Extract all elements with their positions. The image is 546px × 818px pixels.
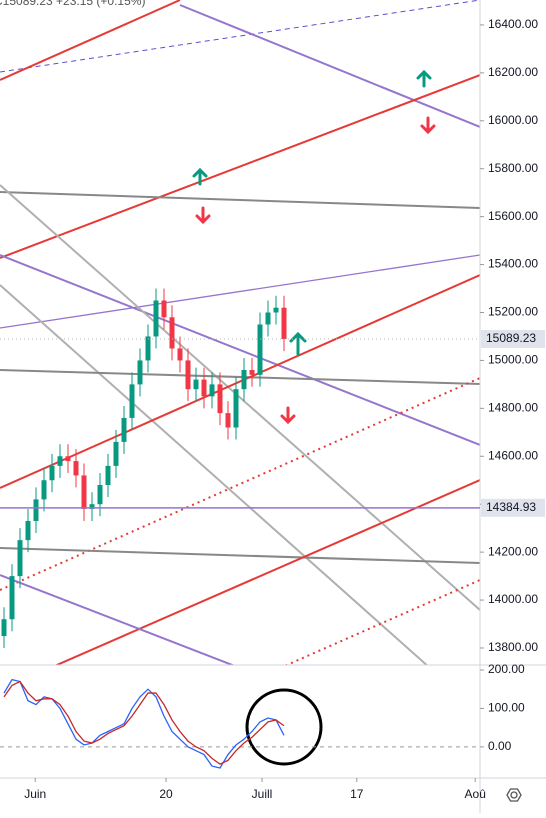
y-tick-label: 15000.00 — [488, 353, 538, 367]
arrows — [192, 69, 436, 425]
y-tick-label: 15400.00 — [488, 257, 538, 271]
price-tag — [481, 498, 545, 517]
price-tag-label: 14384.93 — [486, 500, 536, 514]
trend-line — [0, 547, 480, 564]
candle-body — [17, 540, 23, 577]
candle-body — [241, 370, 247, 390]
last-price-label: 15089.23 — [486, 331, 536, 345]
candle-body — [25, 520, 31, 541]
candle-body — [81, 475, 87, 509]
trend-line — [0, 254, 480, 446]
candle-body — [257, 324, 263, 375]
trend-line — [0, 74, 480, 259]
candle-body — [73, 461, 79, 476]
candle-body — [193, 379, 199, 390]
annotation-circle — [245, 688, 323, 766]
trend-line — [54, 479, 480, 665]
candle-body — [185, 360, 191, 390]
candle-body — [97, 485, 103, 505]
x-tick-label: Aoû — [465, 787, 486, 801]
y-tick-label: 16200.00 — [488, 65, 538, 79]
candle-body — [41, 480, 47, 500]
arrow-up — [416, 69, 432, 88]
y-tick-label: 16000.00 — [488, 113, 538, 127]
y-tick-label: 14200.00 — [488, 544, 538, 558]
candles — [1, 288, 287, 648]
trend-line — [0, 284, 429, 665]
candle-body — [169, 317, 175, 349]
trend-line — [0, 377, 480, 591]
candle-body — [129, 384, 135, 418]
trend-line — [0, 191, 480, 209]
candle-body — [201, 379, 207, 397]
candle-body — [249, 370, 255, 375]
candle-body — [65, 456, 71, 462]
trend-line — [0, 184, 480, 611]
trend-line — [0, 369, 480, 385]
legend-text: C15089.23 +23.15 (+0.15%) — [0, 0, 145, 8]
arrow-down — [195, 206, 211, 225]
y-tick-label: 14800.00 — [488, 401, 538, 415]
trend-line — [0, 274, 480, 489]
y-tick-label: 0.00 — [488, 739, 512, 753]
y-tick-label: 15600.00 — [488, 209, 538, 223]
candle-body — [153, 300, 159, 337]
candle-body — [33, 499, 39, 521]
trend-line — [0, 0, 181, 81]
y-tick-label: 14000.00 — [488, 592, 538, 606]
arrow-down — [420, 116, 436, 135]
y-tick-label: 16400.00 — [488, 17, 538, 31]
candle-body — [121, 417, 127, 442]
candle-body — [217, 384, 223, 414]
trend-line — [0, 574, 236, 665]
y-tick-label: 14600.00 — [488, 448, 538, 462]
candle-body — [113, 441, 119, 466]
y-tick-label: 13800.00 — [488, 640, 538, 654]
trend-line — [0, 254, 480, 329]
y-tick-label: 200.00 — [488, 662, 525, 676]
y-tick-label: 15800.00 — [488, 161, 538, 175]
candle-body — [161, 300, 167, 318]
candle-body — [225, 413, 231, 428]
x-tick-label: 17 — [350, 787, 364, 801]
candle-body — [209, 384, 215, 397]
last-price-tag — [481, 330, 545, 349]
candle-body — [1, 619, 7, 637]
arrow-down — [280, 406, 296, 425]
x-tick-label: 20 — [159, 787, 173, 801]
arrow-up — [192, 167, 208, 186]
oscillator-line — [3, 678, 285, 769]
candle-body — [233, 389, 239, 428]
trend-line — [284, 579, 480, 665]
y-tick-label: 15200.00 — [488, 305, 538, 319]
candle-body — [89, 504, 95, 509]
oscillator-line — [3, 680, 285, 765]
x-tick-label: Juill — [252, 787, 273, 801]
trend-line — [179, 4, 480, 128]
candle-body — [49, 465, 55, 481]
trend-line — [0, 0, 480, 73]
candle-body — [281, 307, 287, 340]
settings-icon[interactable] — [506, 788, 522, 802]
candle-body — [177, 348, 183, 361]
candle-body — [57, 456, 63, 466]
candle-body — [273, 307, 279, 313]
y-tick-label: 100.00 — [488, 701, 525, 715]
x-tick-label: Juin — [24, 787, 46, 801]
candle-body — [145, 336, 151, 361]
candle-body — [9, 576, 15, 620]
arrow-up — [289, 331, 307, 356]
trend-lines — [0, 0, 480, 665]
candle-body — [105, 465, 111, 486]
candle-body — [265, 312, 271, 325]
candle-body — [137, 360, 143, 385]
